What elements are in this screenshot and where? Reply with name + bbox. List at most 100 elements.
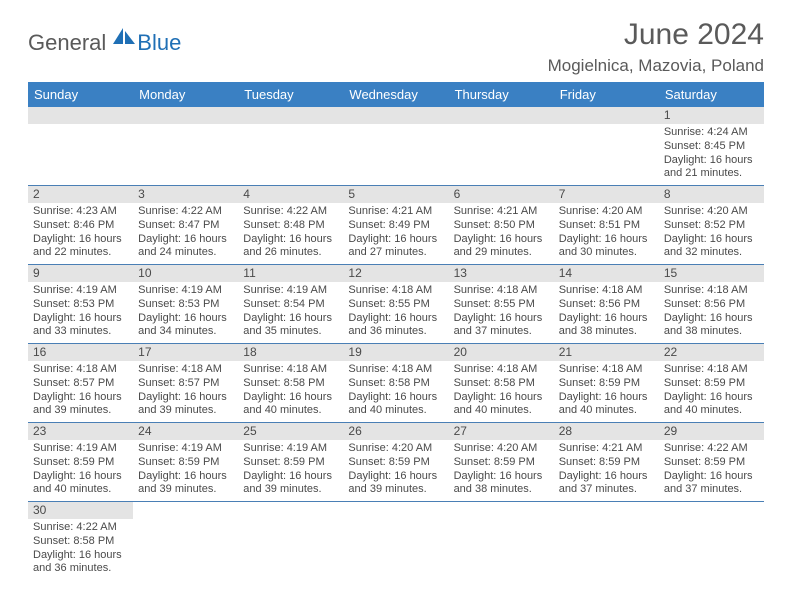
title-block: June 2024 Mogielnica, Mazovia, Poland [548, 18, 764, 76]
sunset-line: Sunset: 8:59 PM [664, 377, 759, 391]
sunset-line: Sunset: 8:49 PM [348, 219, 443, 233]
sunset-line: Sunset: 8:56 PM [664, 298, 759, 312]
calendar-day-cell: 20Sunrise: 4:18 AMSunset: 8:58 PMDayligh… [449, 344, 554, 423]
day-details: Sunrise: 4:18 AMSunset: 8:58 PMDaylight:… [449, 361, 554, 422]
sunset-line: Sunset: 8:47 PM [138, 219, 233, 233]
calendar-empty-cell [449, 107, 554, 186]
calendar-day-cell: 15Sunrise: 4:18 AMSunset: 8:56 PMDayligh… [659, 265, 764, 344]
daylight-line: Daylight: 16 hours and 37 minutes. [454, 312, 549, 340]
day-number: 14 [554, 265, 659, 282]
brand-text-2: Blue [137, 30, 181, 56]
calendar-day-cell: 16Sunrise: 4:18 AMSunset: 8:57 PMDayligh… [28, 344, 133, 423]
day-number: 16 [28, 344, 133, 361]
day-number: 4 [238, 186, 343, 203]
sunset-line: Sunset: 8:59 PM [454, 456, 549, 470]
sunrise-line: Sunrise: 4:18 AM [138, 363, 233, 377]
sunset-line: Sunset: 8:59 PM [243, 456, 338, 470]
empty-day-bar [343, 107, 448, 124]
sunrise-line: Sunrise: 4:19 AM [243, 442, 338, 456]
daylight-line: Daylight: 16 hours and 26 minutes. [243, 233, 338, 261]
calendar-empty-cell [238, 107, 343, 186]
day-number: 10 [133, 265, 238, 282]
calendar-week-row: 23Sunrise: 4:19 AMSunset: 8:59 PMDayligh… [28, 423, 764, 502]
sunrise-line: Sunrise: 4:19 AM [33, 442, 128, 456]
day-number: 6 [449, 186, 554, 203]
day-details: Sunrise: 4:22 AMSunset: 8:47 PMDaylight:… [133, 203, 238, 264]
sunrise-line: Sunrise: 4:18 AM [664, 363, 759, 377]
daylight-line: Daylight: 16 hours and 36 minutes. [348, 312, 443, 340]
sunrise-line: Sunrise: 4:21 AM [454, 205, 549, 219]
calendar-day-cell: 14Sunrise: 4:18 AMSunset: 8:56 PMDayligh… [554, 265, 659, 344]
sunset-line: Sunset: 8:55 PM [454, 298, 549, 312]
daylight-line: Daylight: 16 hours and 39 minutes. [243, 470, 338, 498]
day-number: 13 [449, 265, 554, 282]
calendar-body: 1Sunrise: 4:24 AMSunset: 8:45 PMDaylight… [28, 107, 764, 580]
day-number: 30 [28, 502, 133, 519]
sunset-line: Sunset: 8:59 PM [138, 456, 233, 470]
day-details: Sunrise: 4:18 AMSunset: 8:59 PMDaylight:… [554, 361, 659, 422]
daylight-line: Daylight: 16 hours and 40 minutes. [559, 391, 654, 419]
sunrise-line: Sunrise: 4:19 AM [33, 284, 128, 298]
calendar-day-cell: 8Sunrise: 4:20 AMSunset: 8:52 PMDaylight… [659, 186, 764, 265]
day-details: Sunrise: 4:18 AMSunset: 8:57 PMDaylight:… [28, 361, 133, 422]
calendar-day-cell: 25 Sunrise: 4:19 AMSunset: 8:59 PMDayligh… [238, 423, 343, 502]
day-number: 17 [133, 344, 238, 361]
calendar-day-cell: 12Sunrise: 4:18 AMSunset: 8:55 PMDayligh… [343, 265, 448, 344]
daylight-line: Daylight: 16 hours and 39 minutes. [348, 470, 443, 498]
calendar-day-cell: 10Sunrise: 4:19 AMSunset: 8:53 PMDayligh… [133, 265, 238, 344]
daylight-line: Daylight: 16 hours and 40 minutes. [243, 391, 338, 419]
sunset-line: Sunset: 8:53 PM [138, 298, 233, 312]
calendar-week-row: 1Sunrise: 4:24 AMSunset: 8:45 PMDaylight… [28, 107, 764, 186]
sunset-line: Sunset: 8:59 PM [559, 377, 654, 391]
sunset-line: Sunset: 8:57 PM [33, 377, 128, 391]
day-details: Sunrise: 4:18 AMSunset: 8:56 PMDaylight:… [659, 282, 764, 343]
daylight-line: Daylight: 16 hours and 33 minutes. [33, 312, 128, 340]
brand-sail-icon [111, 26, 137, 51]
calendar-empty-cell [133, 502, 238, 581]
day-details: Sunrise: 4:24 AMSunset: 8:45 PMDaylight:… [659, 124, 764, 185]
sunset-line: Sunset: 8:59 PM [664, 456, 759, 470]
sunrise-line: Sunrise: 4:21 AM [348, 205, 443, 219]
calendar-day-cell: 1Sunrise: 4:24 AMSunset: 8:45 PMDaylight… [659, 107, 764, 186]
day-details: Sunrise: 4:18 AMSunset: 8:59 PMDaylight:… [659, 361, 764, 422]
calendar-week-row: 16Sunrise: 4:18 AMSunset: 8:57 PMDayligh… [28, 344, 764, 423]
day-details: Sunrise: 4:18 AMSunset: 8:55 PMDaylight:… [449, 282, 554, 343]
calendar-empty-cell [28, 107, 133, 186]
sunrise-line: Sunrise: 4:18 AM [348, 284, 443, 298]
day-number: 20 [449, 344, 554, 361]
day-number: 19 [343, 344, 448, 361]
day-number: 18 [238, 344, 343, 361]
sunrise-line: Sunrise: 4:22 AM [138, 205, 233, 219]
sunrise-line: Sunrise: 4:22 AM [243, 205, 338, 219]
day-number: 3 [133, 186, 238, 203]
location-text: Mogielnica, Mazovia, Poland [548, 56, 764, 76]
day-details: Sunrise: 4:19 AMSunset: 8:59 PMDaylight:… [28, 440, 133, 501]
day-details: Sunrise: 4:22 AMSunset: 8:59 PMDaylight:… [659, 440, 764, 501]
sunrise-line: Sunrise: 4:21 AM [559, 442, 654, 456]
calendar-week-row: 2Sunrise: 4:23 AMSunset: 8:46 PMDaylight… [28, 186, 764, 265]
day-number: 25 [238, 423, 343, 440]
calendar-empty-cell [554, 107, 659, 186]
empty-day-bar [133, 107, 238, 124]
day-details: Sunrise: 4:23 AMSunset: 8:46 PMDaylight:… [28, 203, 133, 264]
day-number: 22 [659, 344, 764, 361]
calendar-day-cell: 9Sunrise: 4:19 AMSunset: 8:53 PMDaylight… [28, 265, 133, 344]
sunset-line: Sunset: 8:57 PM [138, 377, 233, 391]
calendar-day-cell: 23Sunrise: 4:19 AMSunset: 8:59 PMDayligh… [28, 423, 133, 502]
weekday-header: Tuesday [238, 82, 343, 107]
sunrise-line: Sunrise: 4:20 AM [664, 205, 759, 219]
day-details: Sunrise: 4:18 AMSunset: 8:57 PMDaylight:… [133, 361, 238, 422]
day-number: 2 [28, 186, 133, 203]
sunrise-line: Sunrise: 4:19 AM [138, 284, 233, 298]
calendar-day-cell: 30Sunrise: 4:22 AMSunset: 8:58 PMDayligh… [28, 502, 133, 581]
sunrise-line: Sunrise: 4:18 AM [664, 284, 759, 298]
weekday-header: Sunday [28, 82, 133, 107]
sunset-line: Sunset: 8:50 PM [454, 219, 549, 233]
sunset-line: Sunset: 8:58 PM [243, 377, 338, 391]
day-number: 26 [343, 423, 448, 440]
sunrise-line: Sunrise: 4:22 AM [33, 521, 128, 535]
day-number: 27 [449, 423, 554, 440]
calendar-day-cell: 24Sunrise: 4:19 AMSunset: 8:59 PMDayligh… [133, 423, 238, 502]
sunrise-line: Sunrise: 4:22 AM [664, 442, 759, 456]
day-details: Sunrise: 4:19 AMSunset: 8:53 PMDaylight:… [133, 282, 238, 343]
